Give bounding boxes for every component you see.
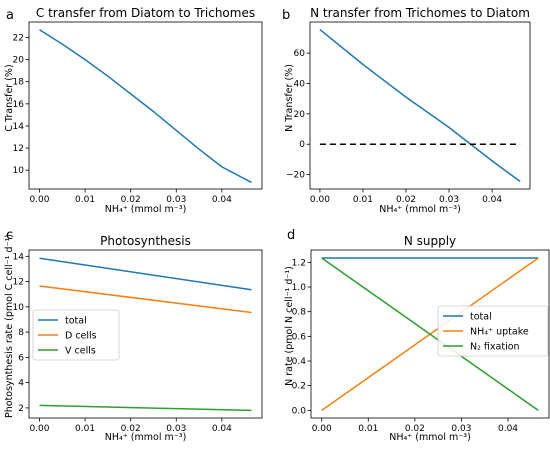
panel-d: d N supply 0.00 0.01 0.02 0.03 0.04 0.0 0.2 0.4…: [284, 228, 550, 443]
plot-area-a: 0.00 0.01 0.02 0.03 0.04 10 12 14 16 18 20 22: [13, 21, 263, 205]
x-tick-label-b-4: 0.04: [482, 195, 502, 205]
y-tick-label-d-2: 0.4: [292, 357, 307, 367]
panel-letter-d: d: [287, 228, 295, 243]
y-tick-label-a-0: 10: [13, 166, 25, 176]
y-tick-label-c-1: 4: [18, 379, 24, 389]
panel-d-xlabel: NH₄⁺ (mmol m⁻³): [389, 432, 471, 443]
legend-c: total D cells V cells: [32, 309, 120, 361]
series-line-c-0: [39, 257, 252, 291]
panel-letter-b: b: [282, 8, 290, 23]
axes-frame-d: [310, 249, 550, 419]
y-tick-label-a-5: 20: [13, 56, 25, 66]
y-tick-label-b-3: 40: [294, 79, 306, 89]
legend-box-d: [437, 305, 549, 357]
panel-d-ylabel: N rate (pmol N cell⁻¹ d⁻¹): [284, 266, 295, 386]
panel-a: a C transfer from Diatom to Trichomes 0.…: [4, 6, 263, 215]
y-tick-label-c-5: 12: [13, 278, 24, 288]
plot-area-b: 0.00 0.01 0.02 0.03 0.04 −20 0 20 40 60: [286, 21, 531, 205]
legend-label-c-1: D cells: [65, 331, 97, 342]
series-line-c-2: [39, 404, 252, 412]
x-tick-label-c-4: 0.04: [212, 424, 232, 434]
legend-label-d-2: N₂ fixation: [470, 342, 520, 353]
y-tick-label-c-6: 14: [13, 252, 25, 262]
y-tick-label-d-0: 0.0: [292, 406, 307, 416]
y-tick-label-a-1: 12: [13, 144, 24, 154]
x-tick-label-b-3: 0.03: [439, 195, 459, 205]
y-tick-label-d-1: 0.2: [292, 382, 306, 392]
y-tick-label-d-5: 1.0: [292, 283, 307, 293]
x-tick-label-d-1: 0.01: [358, 424, 378, 434]
legend-d: total NH₄⁺ uptake N₂ fixation: [437, 305, 549, 357]
y-tick-label-c-4: 10: [13, 303, 25, 313]
x-tick-label-c-0: 0.00: [29, 424, 49, 434]
panel-letter-a: a: [6, 8, 14, 23]
series-line-a-0: [39, 29, 252, 184]
x-tick-label-c-2: 0.02: [121, 424, 141, 434]
panel-a-xlabel: NH₄⁺ (mmol m⁻³): [105, 204, 187, 215]
plot-area-c: 0.00 0.01 0.02 0.03 0.04 2 4 6 8 10 12 14 total D cel…: [13, 249, 263, 434]
panel-b-ylabel: N Transfer (%): [284, 64, 295, 132]
x-tick-label-c-1: 0.01: [75, 424, 95, 434]
panel-b-xlabel: NH₄⁺ (mmol m⁻³): [379, 204, 461, 215]
y-tick-label-d-4: 0.8: [292, 308, 307, 318]
x-tick-label-d-0: 0.00: [312, 424, 332, 434]
legend-label-d-1: NH₄⁺ uptake: [470, 327, 529, 338]
x-tick-label-b-1: 0.01: [353, 195, 373, 205]
x-tick-label-a-0: 0.00: [29, 195, 49, 205]
x-tick-label-a-1: 0.01: [75, 195, 95, 205]
legend-label-c-0: total: [65, 316, 87, 327]
y-tick-label-b-0: −20: [286, 171, 305, 181]
x-tick-label-b-0: 0.00: [310, 195, 330, 205]
x-tick-label-a-3: 0.03: [166, 195, 186, 205]
panel-b-title: N transfer from Trichomes to Diatom: [310, 6, 530, 20]
x-tick-label-d-4: 0.04: [498, 424, 518, 434]
x-tick-label-c-3: 0.03: [166, 424, 186, 434]
y-tick-label-a-6: 22: [13, 33, 24, 43]
y-tick-label-c-3: 8: [18, 328, 24, 338]
panel-a-title: C transfer from Diatom to Trichomes: [36, 6, 255, 20]
panel-c-xlabel: NH₄⁺ (mmol m⁻³): [105, 432, 187, 443]
axes-frame-b: [309, 21, 531, 190]
axes-frame-a: [28, 21, 263, 190]
y-tick-label-d-3: 0.6: [292, 332, 307, 342]
x-tick-label-a-4: 0.04: [212, 195, 232, 205]
y-tick-label-b-2: 20: [294, 110, 306, 120]
panel-d-title: N supply: [404, 234, 456, 248]
panel-a-ylabel: C Transfer (%): [4, 64, 15, 131]
legend-label-d-0: total: [470, 312, 492, 323]
y-tick-label-b-4: 60: [294, 49, 306, 59]
legend-box-c: [32, 309, 120, 361]
panel-letter-c: c: [6, 228, 13, 243]
panel-c-title: Photosynthesis: [100, 234, 191, 248]
plot-area-d: 0.00 0.01 0.02 0.03 0.04 0.0 0.2 0.4 0.6 0.8 1.0 1.…: [292, 249, 550, 434]
x-tick-label-b-2: 0.02: [396, 195, 416, 205]
series-line-b-0: [319, 29, 521, 183]
x-tick-label-d-2: 0.02: [405, 424, 425, 434]
x-tick-label-d-3: 0.03: [451, 424, 471, 434]
legend-label-c-2: V cells: [65, 346, 96, 357]
y-tick-label-a-4: 18: [13, 78, 25, 88]
series-line-c-1: [39, 285, 252, 314]
y-tick-label-c-2: 6: [18, 353, 24, 363]
panel-c-ylabel: Photosynthesis rate (pmol C cell⁻¹ d⁻¹): [4, 234, 15, 418]
x-tick-label-a-2: 0.02: [121, 195, 141, 205]
y-tick-label-b-1: 0: [299, 140, 305, 150]
panel-c: c Photosynthesis 0.00 0.01 0.02 0.03 0.04 2 4 6…: [4, 228, 263, 443]
axes-frame-c: [28, 249, 263, 419]
series-line-d-2: [321, 257, 539, 412]
y-tick-label-a-3: 16: [13, 100, 25, 110]
panel-b: b N transfer from Trichomes to Diatom 0.…: [282, 6, 531, 215]
y-tick-label-c-0: 2: [18, 404, 24, 414]
y-tick-label-a-2: 14: [13, 122, 25, 132]
y-tick-label-d-6: 1.2: [292, 258, 306, 268]
